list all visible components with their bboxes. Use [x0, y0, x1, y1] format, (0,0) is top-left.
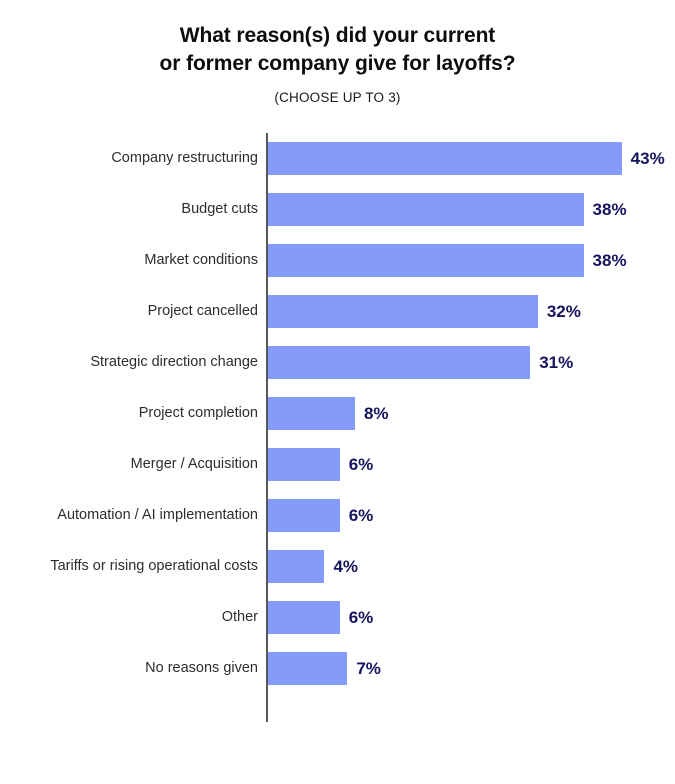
- bar-value-label: 43%: [630, 148, 665, 168]
- bar-row: Automation / AI implementation 6%: [0, 490, 675, 541]
- bar-group: 38%: [268, 244, 627, 277]
- bar-category-label: Company restructuring: [111, 149, 258, 166]
- bar-group: 6%: [268, 601, 373, 634]
- bar-row: Project cancelled 32%: [0, 286, 675, 337]
- y-axis-line: [266, 133, 268, 722]
- bar-row: Company restructuring 43%: [0, 133, 675, 184]
- bar-category-label: Budget cuts: [181, 200, 258, 217]
- bar-value-label: 6%: [348, 505, 374, 525]
- bar: [268, 448, 340, 481]
- plot-area: Company restructuring 43% Budget cuts 38% Ma…: [0, 133, 675, 728]
- bar: [268, 652, 348, 685]
- bar-category-label: Project completion: [138, 404, 258, 421]
- bar-row: Merger / Acquisition 6%: [0, 439, 675, 490]
- bar: [268, 244, 584, 277]
- bar-group: 38%: [268, 193, 627, 226]
- bar-value-label: 8%: [363, 403, 389, 423]
- bar-group: 43%: [268, 142, 665, 175]
- chart-title: What reason(s) did your current or forme…: [159, 24, 516, 75]
- bar: [268, 397, 355, 430]
- chart-header: What reason(s) did your current or forme…: [0, 0, 675, 105]
- bar: [268, 295, 538, 328]
- bar-row: Budget cuts 38%: [0, 184, 675, 235]
- bar-rows: Company restructuring 43% Budget cuts 38% Ma…: [0, 133, 675, 694]
- bar-value-label: 32%: [546, 301, 581, 321]
- bar: [268, 499, 340, 532]
- bar: [268, 346, 531, 379]
- bar-row: Other 6%: [0, 592, 675, 643]
- bar-category-label: Market conditions: [144, 251, 258, 268]
- bar-category-label: Automation / AI implementation: [57, 506, 258, 523]
- bar-category-label: Tariffs or rising operational costs: [50, 557, 258, 574]
- bar-category-label: No reasons given: [145, 659, 258, 676]
- bar-row: Tariffs or rising operational costs 4%: [0, 541, 675, 592]
- bar-row: Market conditions 38%: [0, 235, 675, 286]
- bar-value-label: 31%: [539, 352, 574, 372]
- bar: [268, 601, 340, 634]
- bar-category-label: Project cancelled: [147, 302, 258, 319]
- bar-category-label: Strategic direction change: [90, 353, 258, 370]
- bar-group: 7%: [268, 652, 381, 685]
- bar-group: 32%: [268, 295, 581, 328]
- chart-subtitle: (CHOOSE UP TO 3): [274, 90, 401, 106]
- bar-category-label: Merger / Acquisition: [130, 455, 258, 472]
- bar-value-label: 4%: [333, 556, 359, 576]
- bar-group: 6%: [268, 448, 373, 481]
- bar: [268, 193, 584, 226]
- bar-group: 31%: [268, 346, 573, 379]
- bar-value-label: 38%: [592, 250, 627, 270]
- bar: [268, 550, 325, 583]
- bar-row: Project completion 8%: [0, 388, 675, 439]
- bar-category-label: Other: [221, 608, 258, 625]
- bar: [268, 142, 622, 175]
- bar-group: 6%: [268, 499, 373, 532]
- bar-value-label: 38%: [592, 199, 627, 219]
- bar-group: 8%: [268, 397, 389, 430]
- bar-group: 4%: [268, 550, 358, 583]
- bar-row: Strategic direction change 31%: [0, 337, 675, 388]
- bar-value-label: 7%: [356, 658, 381, 678]
- bar-value-label: 6%: [348, 607, 374, 627]
- bar-row: No reasons given 7%: [0, 643, 675, 694]
- bar-value-label: 6%: [348, 454, 374, 474]
